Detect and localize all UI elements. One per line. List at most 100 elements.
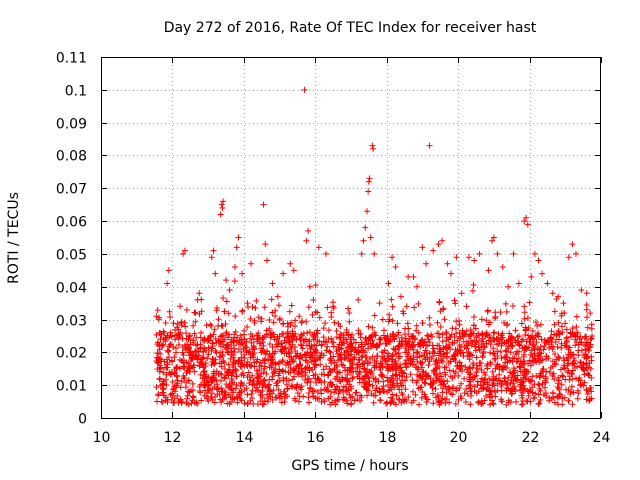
- background-point: [274, 343, 281, 350]
- background-point: [227, 394, 234, 401]
- background-point: [499, 340, 506, 347]
- background-point: [446, 399, 453, 406]
- background-point: [391, 384, 398, 391]
- background-point: [328, 382, 335, 389]
- background-point: [244, 391, 251, 398]
- background-point: [220, 295, 227, 302]
- background-point: [437, 399, 444, 406]
- background-point: [328, 360, 335, 367]
- background-point: [529, 327, 536, 334]
- background-point: [235, 357, 242, 364]
- background-point: [216, 339, 223, 346]
- background-point: [439, 331, 446, 338]
- background-point: [426, 358, 433, 365]
- background-point: [309, 311, 316, 318]
- background-point: [390, 345, 397, 352]
- background-point: [435, 399, 442, 406]
- data-point: [439, 237, 446, 244]
- background-point: [389, 303, 396, 310]
- background-point: [278, 348, 285, 355]
- background-point: [516, 363, 523, 370]
- background-point: [244, 401, 251, 408]
- background-point: [446, 385, 453, 392]
- background-point: [167, 391, 174, 398]
- background-point: [189, 393, 196, 400]
- background-point: [484, 381, 491, 388]
- data-point: [528, 273, 535, 280]
- background-point: [221, 336, 228, 343]
- background-point: [473, 354, 480, 361]
- background-point: [239, 340, 246, 347]
- background-point: [561, 394, 568, 401]
- background-point: [344, 400, 351, 407]
- background-point: [509, 342, 516, 349]
- background-point: [568, 333, 575, 340]
- background-point: [244, 374, 251, 381]
- background-point: [439, 338, 446, 345]
- background-point: [354, 373, 361, 380]
- background-point: [531, 350, 538, 357]
- background-point: [225, 310, 232, 317]
- background-point: [449, 325, 456, 332]
- data-point: [223, 277, 229, 284]
- background-point: [554, 393, 561, 400]
- background-point: [434, 365, 441, 372]
- background-point: [228, 345, 235, 352]
- background-point: [314, 375, 321, 382]
- background-point: [352, 368, 359, 375]
- background-point: [498, 332, 505, 339]
- background-point: [331, 389, 338, 396]
- background-point: [397, 364, 404, 371]
- background-point: [223, 298, 230, 305]
- background-point: [211, 326, 218, 333]
- background-point: [532, 357, 539, 364]
- background-point: [346, 381, 353, 388]
- data-point: [523, 214, 529, 221]
- background-point: [173, 364, 180, 371]
- background-point: [492, 315, 499, 322]
- background-point: [218, 363, 225, 370]
- background-point: [332, 386, 339, 393]
- background-point: [412, 391, 419, 398]
- background-point: [421, 379, 428, 386]
- background-point: [551, 321, 558, 328]
- background-point: [503, 308, 510, 315]
- background-point: [167, 313, 174, 320]
- background-point: [238, 397, 245, 404]
- data-point: [290, 267, 297, 274]
- x-tick-label: 12: [164, 430, 182, 446]
- background-point: [555, 336, 562, 343]
- data-point: [153, 313, 160, 320]
- background-point: [388, 361, 395, 368]
- background-point: [573, 313, 580, 320]
- background-point: [521, 303, 528, 310]
- background-point: [377, 340, 384, 347]
- background-point: [447, 373, 454, 380]
- background-point: [212, 348, 219, 355]
- background-point: [173, 332, 180, 339]
- background-point: [555, 380, 562, 387]
- background-point: [318, 371, 325, 378]
- background-point: [402, 349, 409, 356]
- background-point: [489, 368, 496, 375]
- background-point: [342, 354, 349, 361]
- background-point: [166, 343, 173, 350]
- background-point: [187, 363, 194, 370]
- background-point: [404, 320, 411, 327]
- background-point: [276, 316, 283, 323]
- background-point: [535, 401, 542, 408]
- background-point: [443, 353, 450, 360]
- background-point: [293, 385, 300, 392]
- background-point: [426, 321, 433, 328]
- data-point: [364, 208, 371, 215]
- background-point: [521, 385, 528, 392]
- background-point: [177, 303, 184, 310]
- background-point: [324, 343, 331, 350]
- background-point: [288, 302, 295, 309]
- background-point: [459, 327, 466, 334]
- background-point: [352, 346, 359, 353]
- background-point: [384, 374, 391, 381]
- background-point: [443, 345, 450, 352]
- background-point: [309, 388, 316, 395]
- background-point: [157, 365, 164, 372]
